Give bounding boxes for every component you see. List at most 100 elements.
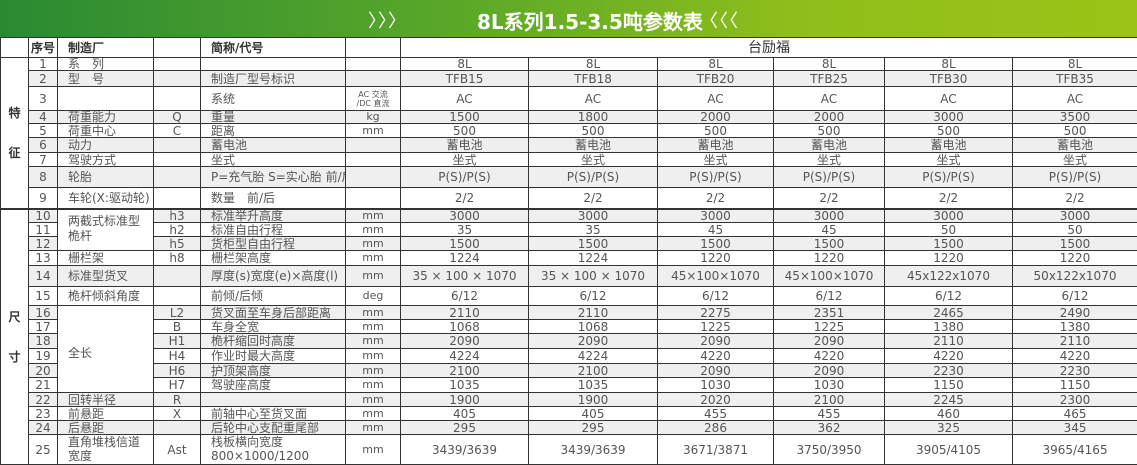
value-cell: 4220 [1013,349,1137,364]
value-cell: 1030 [774,378,885,393]
value-cell: 35 [401,223,529,237]
header-unit [346,38,401,58]
value-cell: 3439/3639 [529,435,658,465]
value-cell: 2/2 [774,188,885,209]
value-cell: P(S)/P(S) [529,167,658,188]
value-cell: 45×100×1070 [658,266,774,287]
value-cell: 2020 [658,393,774,407]
item-name: 桅杆倾斜角度 [58,287,154,306]
symbol: B [154,320,201,334]
unit: mm [346,378,401,393]
value-cell: 45 [658,223,774,237]
value-cell: 2100 [529,364,658,378]
value-cell: 坐式 [1013,153,1137,167]
description: 护顶架高度 [201,364,346,378]
value-cell: 2230 [1013,364,1137,378]
unit: mm [346,393,401,407]
value-cell: 405 [529,407,658,421]
value-cell: 295 [401,421,529,435]
value-cell: 286 [658,421,774,435]
item-name: 系 列 [58,58,154,71]
title-bar: 〉〉〉 8L系列1.5-3.5吨参数表 〈〈〈 [0,0,1137,37]
description: 制造厂型号标识 [201,71,346,87]
row-number: 4 [29,111,58,124]
item-name: 型 号 [58,71,154,87]
description: 作业时最大高度 [201,349,346,364]
symbol: h3 [154,209,201,223]
value-cell: 坐式 [529,153,658,167]
value-cell: 1500 [774,237,885,251]
value-cell: 500 [774,124,885,138]
arrows-left-icon: 〈〈〈 [700,7,739,33]
row-number: 16 [29,306,58,320]
item-name: 车轮(X:驱动轮) [58,188,154,209]
description: 栅栏架高度 [201,251,346,266]
item-name [58,87,154,111]
value-cell: 2490 [1013,306,1137,320]
value-cell: 2230 [885,364,1013,378]
unit: AC 交流 /DC 直流 [346,87,401,111]
value-cell: AC [529,87,658,111]
item-name: 全长 [58,306,154,393]
value-cell: 4220 [774,349,885,364]
value-cell: 1220 [885,251,1013,266]
value-cell: 2/2 [529,188,658,209]
unit: mm [346,266,401,287]
value-cell: 8L [529,58,658,71]
row-number: 12 [29,237,58,251]
value-cell: 325 [885,421,1013,435]
symbol [154,138,201,153]
row-number: 7 [29,153,58,167]
value-cell: 1380 [885,320,1013,334]
symbol [154,266,201,287]
row-number: 6 [29,138,58,153]
value-cell: 500 [885,124,1013,138]
symbol: h8 [154,251,201,266]
unit: mm [346,349,401,364]
value-cell: 2/2 [885,188,1013,209]
row-number: 17 [29,320,58,334]
value-cell: 2090 [774,334,885,349]
symbol: Ast [154,435,201,465]
item-name: 前悬距 [58,407,154,421]
unit: mm [346,320,401,334]
value-cell: 1225 [774,320,885,334]
item-name: 回转半径 [58,393,154,407]
page-title: 8L系列1.5-3.5吨参数表 [477,6,703,35]
value-cell: 460 [885,407,1013,421]
row-number: 23 [29,407,58,421]
value-cell: 1500 [401,111,529,124]
symbol: C [154,124,201,138]
value-cell: 45x122x1070 [885,266,1013,287]
item-name: 荷重中心 [58,124,154,138]
value-cell: 2/2 [401,188,529,209]
value-cell: 1500 [658,237,774,251]
header-maker: 制造厂 [58,38,154,58]
value-cell: 45 [774,223,885,237]
value-cell: 1500 [401,237,529,251]
value-cell: 465 [1013,407,1137,421]
value-cell: 50 [1013,223,1137,237]
description: 标准举升高度 [201,209,346,223]
unit: deg [346,287,401,306]
symbol: h2 [154,223,201,237]
value-cell: 2110 [529,306,658,320]
unit [346,167,401,188]
value-cell: 3965/4165 [1013,435,1137,465]
value-cell: 1500 [529,237,658,251]
row-number: 9 [29,188,58,209]
value-cell: 1068 [529,320,658,334]
symbol: H6 [154,364,201,378]
value-cell: 2090 [658,364,774,378]
value-cell: 3000 [885,209,1013,223]
symbol: H1 [154,334,201,349]
